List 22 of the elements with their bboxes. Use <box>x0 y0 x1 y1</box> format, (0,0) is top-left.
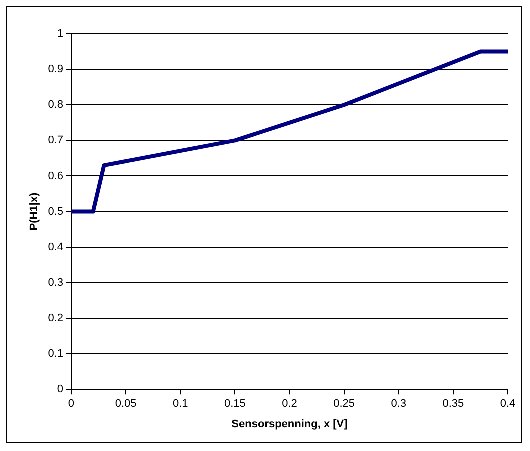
x-tick-label: 0.05 <box>115 398 137 410</box>
x-tick-label: 0.35 <box>442 398 464 410</box>
y-tick-label: 1 <box>57 28 64 40</box>
x-tick-label: 0.15 <box>224 398 246 410</box>
y-axis-title: P(H1|x) <box>28 192 41 231</box>
x-axis-title: Sensorspenning, x [V] <box>232 418 348 430</box>
y-tick-label: 0.7 <box>48 134 64 147</box>
x-tick-label: 0.2 <box>282 398 298 410</box>
x-tick-label: 0 <box>68 398 75 410</box>
y-tick-label: 0.8 <box>48 99 64 112</box>
y-tick-label: 0.2 <box>48 312 64 325</box>
x-tick-label: 0.3 <box>391 398 407 410</box>
x-tick-label: 0.25 <box>334 398 356 410</box>
y-tick-label: 0.5 <box>48 206 64 218</box>
y-tick-label: 0.9 <box>48 64 64 76</box>
y-tick-label: 0.3 <box>48 276 64 289</box>
y-tick-label: 0 <box>57 384 64 396</box>
y-tick-label: 0.4 <box>48 241 64 254</box>
x-tick-label: 0.1 <box>172 398 188 410</box>
y-tick-label: 0.6 <box>48 170 64 182</box>
y-tick-label: 0.1 <box>48 348 64 360</box>
x-tick-label: 0.4 <box>500 398 516 410</box>
